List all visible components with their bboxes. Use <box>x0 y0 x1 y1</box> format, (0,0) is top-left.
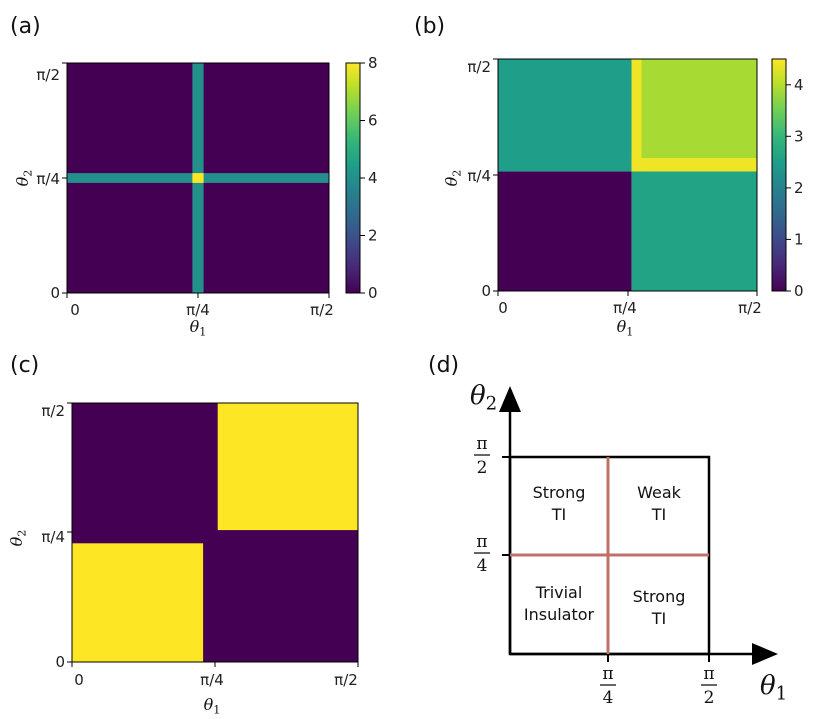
heatmap-b <box>498 59 757 291</box>
ytick-b-1: π/4 <box>467 167 491 185</box>
xtick-b-2: π/2 <box>738 299 762 317</box>
ytick-c-0: 0 <box>55 653 65 671</box>
ylabel-a-text: θ2 <box>13 170 34 187</box>
cbar-a-ticks-label-0: 0 <box>368 284 378 302</box>
xtick-c-1: π/4 <box>200 671 224 689</box>
heatmap-c <box>72 403 358 662</box>
quadrant-top-left-line2: TI <box>551 505 567 524</box>
ylabel-b-text: θ2 <box>442 170 463 187</box>
cbar-a-ticks-label-1: 2 <box>368 227 378 245</box>
colorbar-a <box>346 63 360 293</box>
panel-label-c: (c) <box>10 353 39 378</box>
xtick-c-0: 0 <box>74 671 84 689</box>
quadrant-top-right-line2: TI <box>651 505 667 524</box>
ytick-a-0: 0 <box>50 284 60 302</box>
quadrant-bottom-right-line2: TI <box>651 609 667 628</box>
x-axis-arrow-icon <box>752 643 778 665</box>
ytick-c-1: π/4 <box>41 528 65 546</box>
panel-d: (d) π 4 π 2 π 2 <box>428 353 787 708</box>
cbar-b-ticks-label-2: 2 <box>794 179 804 197</box>
ytick-d-1-den: 4 <box>477 556 488 576</box>
ytick-a-1: π/4 <box>36 170 60 188</box>
cbar-a-ticks-label-4: 8 <box>368 54 378 72</box>
ytick-a-2: π/2 <box>36 66 60 84</box>
xlabel-c: θ1 <box>204 695 221 716</box>
cbar-b-ticks-label-3: 3 <box>794 127 804 145</box>
ytick-d-pi-over-4: π 4 <box>474 532 490 576</box>
panel-label-a: (a) <box>10 14 41 39</box>
panel-label-d: (d) <box>428 353 459 378</box>
colorbar-b-ticks: 0 1 2 3 4 <box>786 76 804 300</box>
ylabel-a: θ2 <box>13 170 34 187</box>
xtick-a-0: 0 <box>70 301 80 319</box>
xtick-b-0: 0 <box>498 299 508 317</box>
ylabel-c: θ2 <box>7 530 28 547</box>
ytick-b-0: 0 <box>481 282 491 300</box>
colorbar-a-ticks: 0 2 4 6 8 <box>360 54 378 302</box>
y-axis-arrow-icon <box>499 386 521 412</box>
panel-c: (c) 0 π/4 π/2 0 π/4 π/2 θ1 θ2 <box>7 353 359 716</box>
cbar-a-ticks-label-2: 4 <box>368 169 378 187</box>
cbar-b-ticks-label-4: 4 <box>794 76 804 94</box>
heat-b-region-5 <box>631 59 642 172</box>
colorbar-b <box>772 59 786 291</box>
ylabel-d: θ2 <box>470 381 497 414</box>
xtick-d-0-den: 4 <box>603 688 614 708</box>
ytick-b-2: π/2 <box>467 58 491 76</box>
ytick-c-2: π/2 <box>41 402 65 420</box>
xtick-c-2: π/2 <box>334 671 358 689</box>
xtick-a-1: π/4 <box>186 301 210 319</box>
ylabel-b: θ2 <box>442 170 463 187</box>
xtick-a-2: π/2 <box>310 301 334 319</box>
xlabel-b-text: θ1 <box>617 317 634 338</box>
quadrant-bottom-left-line2: Insulator <box>524 605 595 624</box>
xlabel-a: θ1 <box>190 317 207 338</box>
panel-label-b: (b) <box>414 14 445 39</box>
ytick-d-0-num: π <box>476 434 487 454</box>
xlabel-b: θ1 <box>617 317 634 338</box>
xlabel-c-text: θ1 <box>204 695 221 716</box>
ytick-d-1-num: π <box>476 532 487 552</box>
heat-c-region-2 <box>217 403 358 531</box>
heatmap-a <box>67 63 329 293</box>
xtick-d-pi-over-4: π 4 <box>600 664 616 708</box>
heat-a-region-3 <box>192 173 204 183</box>
cbar-b-ticks-label-1: 1 <box>794 230 804 248</box>
heat-b-region-3 <box>631 59 757 172</box>
panel-a: (a) 0 π/4 π/2 0 π/4 π/2 θ1 θ2 0 2 4 6 8 <box>10 14 378 338</box>
xlabel-a-text: θ1 <box>190 317 207 338</box>
cbar-a-ticks-label-3: 6 <box>368 112 378 130</box>
heat-c-region-1 <box>72 543 204 662</box>
xtick-d-1-den: 2 <box>704 688 715 708</box>
quadrant-top-right-line1: Weak <box>637 483 682 502</box>
quadrant-top-left-line1: Strong <box>533 483 586 502</box>
quadrant-bottom-left-line1: Trivial <box>535 583 583 602</box>
ytick-d-0-den: 2 <box>477 458 488 478</box>
xlabel-d: θ1 <box>760 671 787 704</box>
panel-b: (b) 0 π/4 π/2 0 π/4 π/2 θ1 θ2 0 1 2 3 4 <box>414 14 804 338</box>
xtick-b-1: π/4 <box>613 299 637 317</box>
ytick-d-pi-over-2: π 2 <box>474 434 490 478</box>
quadrant-bottom-right-line1: Strong <box>633 587 686 606</box>
cbar-b-ticks-label-0: 0 <box>794 282 804 300</box>
xtick-d-0-num: π <box>602 664 613 684</box>
heat-b-region-0 <box>498 171 632 291</box>
heat-b-region-1 <box>498 59 632 172</box>
xtick-d-pi-over-2: π 2 <box>701 664 717 708</box>
xtick-d-1-num: π <box>703 664 714 684</box>
heat-b-region-2 <box>631 171 757 291</box>
heat-b-region-4 <box>631 158 757 172</box>
ylabel-c-text: θ2 <box>7 530 28 547</box>
